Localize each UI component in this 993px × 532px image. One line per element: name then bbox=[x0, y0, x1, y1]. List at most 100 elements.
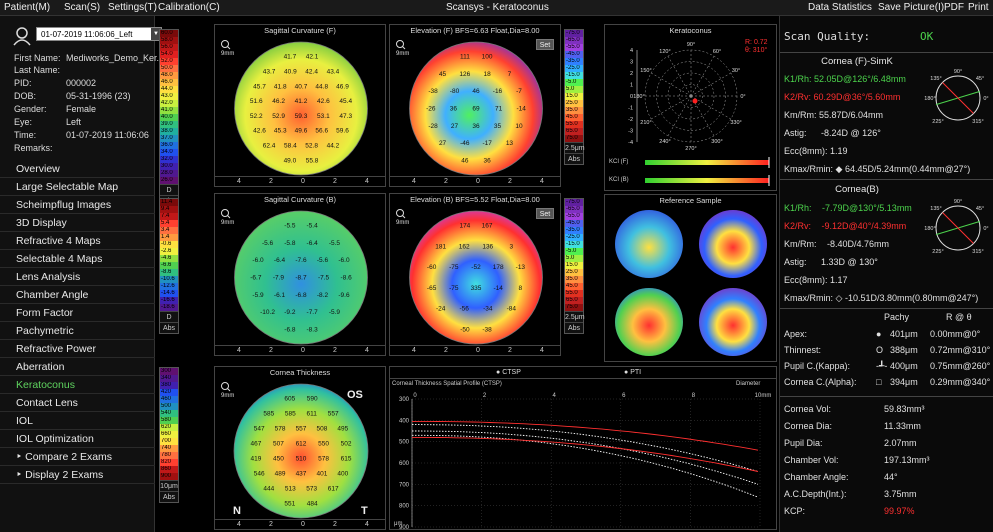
avatar bbox=[12, 26, 32, 46]
nav-item[interactable]: Selectable 4 Maps bbox=[0, 250, 155, 268]
sagittal-front-panel[interactable]: Sagittal Curvature (F) 9mm 41.7 42.1 43.7 40… bbox=[214, 24, 386, 187]
colorbar-cell: 34.0 bbox=[160, 149, 178, 156]
zoom-label: 9mm bbox=[221, 220, 234, 226]
menu-patient[interactable]: Patient(M) bbox=[4, 2, 51, 13]
menu-scan[interactable]: Scan(S) bbox=[64, 2, 101, 13]
polar-ring bbox=[667, 72, 715, 120]
ctsp-radio[interactable]: ● CTSP bbox=[496, 369, 521, 376]
nav-item[interactable]: Lens Analysis bbox=[0, 268, 155, 286]
colorbar-cell: 32.0 bbox=[160, 156, 178, 163]
zoom-icon[interactable]: 9mm bbox=[396, 209, 409, 227]
nav-item[interactable]: IOL Optimization bbox=[0, 430, 155, 448]
map-value: -50 bbox=[460, 326, 470, 333]
rose-angle-label: 225° bbox=[932, 249, 943, 255]
reference-sample-map[interactable] bbox=[699, 288, 767, 356]
menu-bar: Patient(M) Scan(S) Settings(T) Calibrati… bbox=[0, 0, 993, 16]
cornea-thickness-panel[interactable]: Cornea Thickness OS N T 9mm 605 590 585 585 6… bbox=[214, 366, 386, 530]
colorbar-cell: 52.0 bbox=[160, 58, 178, 65]
colorbar-cell: -8.6 bbox=[160, 269, 178, 276]
map-value: -9.2 bbox=[284, 309, 296, 316]
map-value: 547 bbox=[254, 426, 265, 433]
volume-label: Chamber Vol: bbox=[784, 455, 839, 465]
map-value: -5.5 bbox=[329, 240, 341, 247]
sagittal-back-panel[interactable]: Sagittal Curvature (B) 9mm -5.5 -5.4 -5.6 -5… bbox=[214, 193, 386, 356]
axis-tick-label: 4 bbox=[412, 347, 416, 354]
colorbar-cell: 5.0 bbox=[565, 86, 583, 93]
rose-angle-label: 180° bbox=[924, 96, 935, 102]
rose-angle-label: 135° bbox=[930, 206, 941, 212]
zoom-icon[interactable]: 9mm bbox=[221, 209, 234, 227]
map-value: 590 bbox=[307, 396, 318, 403]
map-value: -56 bbox=[460, 306, 470, 313]
nav-item[interactable]: Form Factor bbox=[0, 304, 155, 322]
nav-item[interactable]: ‣ Display 2 Exams bbox=[0, 466, 155, 484]
colorbar-mode[interactable]: Abs bbox=[160, 322, 178, 333]
polar-ring bbox=[656, 61, 726, 131]
divider bbox=[780, 52, 993, 53]
polar-angle-label: 120° bbox=[659, 49, 670, 55]
map-value: -8.7 bbox=[295, 275, 307, 282]
map-value: 585 bbox=[263, 411, 274, 418]
nav-item[interactable]: Chamber Angle bbox=[0, 286, 155, 304]
colorbar-cell: 26.0 bbox=[160, 177, 178, 184]
elevation-back-panel[interactable]: Elevation (B) BFS=5.52 Float,Dia=8.00 Se… bbox=[389, 193, 561, 356]
map-value: -7.6 bbox=[295, 257, 307, 264]
nav-item[interactable]: 3D Display bbox=[0, 214, 155, 232]
nav-item[interactable]: Large Selectable Map bbox=[0, 178, 155, 196]
zoom-icon[interactable]: 9mm bbox=[396, 40, 409, 58]
nav-item[interactable]: ‣ Compare 2 Exams bbox=[0, 448, 155, 466]
nav-item[interactable]: Refractive 4 Maps bbox=[0, 232, 155, 250]
reference-sample-map[interactable] bbox=[699, 210, 767, 278]
zoom-label: 9mm bbox=[221, 393, 234, 399]
nav-item[interactable]: Overview bbox=[0, 160, 155, 178]
map-value: 40.7 bbox=[295, 83, 308, 90]
map-value: 495 bbox=[337, 426, 348, 433]
exam-select[interactable]: 01-07-2019 11:06:06_Left ▼ bbox=[36, 27, 162, 41]
colorbar-cell: 740 bbox=[160, 445, 178, 452]
menu-settings[interactable]: Settings(T) bbox=[108, 2, 157, 13]
colorbar-mode[interactable]: Abs bbox=[565, 322, 583, 333]
menu-print[interactable]: Print bbox=[968, 2, 989, 13]
colorbar-front-curvature: 60.0 58.0 56.0 54.0 52.0 50.0 48.0 46.0 44.0 43.0… bbox=[159, 29, 179, 207]
front-kmax-label: Kmax/Rmin: bbox=[784, 164, 834, 174]
map-value: 510 bbox=[296, 455, 307, 462]
nav-item[interactable]: Scheimpflug Images bbox=[0, 196, 155, 214]
nav-item[interactable]: Keratoconus bbox=[0, 376, 155, 394]
front-k1-label: K1/Rh: bbox=[784, 74, 812, 84]
menu-calibration[interactable]: Calibration(C) bbox=[158, 2, 220, 13]
map-value: -13 bbox=[516, 264, 526, 271]
menu-data-statistics[interactable]: Data Statistics bbox=[808, 2, 872, 13]
map-value: 401 bbox=[316, 470, 327, 477]
pachy-symbol: ● bbox=[876, 329, 882, 339]
colorbar-cell: 58.0 bbox=[160, 37, 178, 44]
nav-item[interactable]: Contact Lens bbox=[0, 394, 155, 412]
zoom-icon[interactable]: 9mm bbox=[221, 382, 234, 400]
zoom-icon[interactable]: 9mm bbox=[221, 40, 234, 58]
set-front-button[interactable]: Set bbox=[536, 39, 554, 50]
back-k2-label: K2/Rv: bbox=[784, 221, 812, 231]
colorbar-mode[interactable]: Abs bbox=[565, 153, 583, 164]
elevation-front-panel[interactable]: Elevation (F) BFS=6.63 Float,Dia=8.00 Se… bbox=[389, 24, 561, 187]
menu-pdf[interactable]: PDF bbox=[944, 2, 964, 13]
colorbar-mode[interactable]: Abs bbox=[160, 491, 178, 502]
rose-ring bbox=[935, 205, 981, 251]
nav-item[interactable]: IOL bbox=[0, 412, 155, 430]
keratoconus-polar-plot: 90° 120° 60° 150° 30° 180° 0° 210° 330° 240° 300° 2… bbox=[628, 42, 770, 186]
volume-value: 99.97% bbox=[884, 506, 915, 516]
reference-sample-map[interactable] bbox=[615, 288, 683, 356]
reference-sample-map[interactable] bbox=[615, 210, 683, 278]
nav-item[interactable]: Pachymetric bbox=[0, 322, 155, 340]
colorbar-unit: 2.5μm bbox=[565, 311, 585, 322]
map-value: 136 bbox=[482, 243, 493, 250]
nav-item[interactable]: Refractive Power bbox=[0, 340, 155, 358]
menu-save-picture[interactable]: Save Picture(I) bbox=[878, 2, 945, 13]
colorbar-cell: -55.0 bbox=[565, 213, 583, 220]
map-value: 18 bbox=[484, 71, 492, 78]
nav-item[interactable]: Aberration bbox=[0, 358, 155, 376]
map-value: -52 bbox=[471, 264, 481, 271]
map-value: 52.2 bbox=[250, 113, 263, 120]
axis-tick-label: 4 bbox=[237, 178, 241, 185]
set-back-button[interactable]: Set bbox=[536, 208, 554, 219]
pti-radio[interactable]: ● PTI bbox=[624, 369, 642, 376]
first-name-row: First Name: Mediworks_Demo_Ker... bbox=[14, 53, 164, 63]
